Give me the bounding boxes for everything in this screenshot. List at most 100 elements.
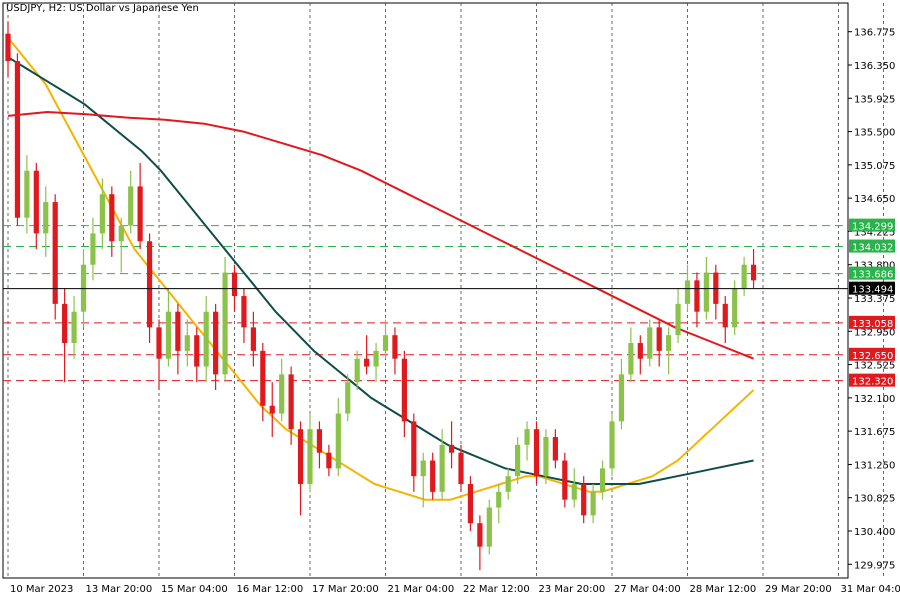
candle-body xyxy=(505,476,511,492)
y-tick-label: 134.225 xyxy=(854,227,895,238)
candle-body xyxy=(231,272,238,297)
level-tag xyxy=(849,266,895,280)
x-tick-label: 10 Mar 2023 xyxy=(10,584,73,595)
candle-body xyxy=(260,350,266,406)
candle-body xyxy=(213,311,219,375)
candle-body xyxy=(448,444,455,453)
candle-body xyxy=(750,264,757,281)
y-tick-label: 133.375 xyxy=(854,294,895,305)
candle-body xyxy=(354,358,360,383)
level-label: 134.299 xyxy=(852,222,893,233)
candle-body xyxy=(684,280,691,304)
candle-body xyxy=(184,335,190,351)
candle-body xyxy=(269,405,275,414)
candle-body xyxy=(165,311,172,359)
candle-body xyxy=(533,429,540,477)
candle-body xyxy=(14,61,21,218)
x-tick-label: 27 Mar 04:00 xyxy=(614,584,681,595)
level-label: 134.032 xyxy=(852,243,893,254)
x-tick-label: 31 Mar 04:00 xyxy=(841,584,900,595)
candle-body xyxy=(590,491,596,516)
candle-body xyxy=(194,335,200,367)
candle-body xyxy=(552,437,558,461)
candle-body xyxy=(279,374,285,414)
y-tick-label: 130.400 xyxy=(854,527,895,538)
candle-body xyxy=(411,421,417,477)
candle-body xyxy=(581,484,587,516)
candle-body xyxy=(203,311,209,367)
candle-body xyxy=(732,288,738,328)
level-label: 133.058 xyxy=(852,319,893,330)
level-label: 133.686 xyxy=(852,270,893,281)
candle-body xyxy=(722,303,728,328)
y-tick-label: 129.975 xyxy=(854,560,895,571)
candle-body xyxy=(637,343,643,359)
candle-body xyxy=(146,241,153,328)
candle-body xyxy=(109,194,115,242)
candle-body xyxy=(647,327,653,359)
level-tag xyxy=(849,373,895,387)
plot-frame xyxy=(2,2,849,579)
candle-body xyxy=(543,437,549,477)
candle-body xyxy=(599,468,606,492)
y-tick-label: 131.250 xyxy=(854,460,895,471)
level-label: 132.320 xyxy=(852,377,893,388)
candle-body xyxy=(288,374,294,430)
level-tag xyxy=(849,347,895,361)
candle-body xyxy=(241,296,247,328)
candle-body xyxy=(335,413,341,469)
candle-body xyxy=(562,460,568,500)
y-tick-label: 135.500 xyxy=(854,128,895,139)
candle-body xyxy=(430,460,436,492)
candle-body xyxy=(401,358,407,422)
candle-body xyxy=(628,343,634,375)
candle-body xyxy=(666,335,672,351)
candle-body xyxy=(345,382,351,414)
y-tick-label: 135.925 xyxy=(854,94,895,105)
candle-body xyxy=(250,327,256,351)
x-tick-label: 28 Mar 12:00 xyxy=(690,584,757,595)
candle-body xyxy=(90,233,96,265)
y-tick-label: 136.775 xyxy=(854,28,895,39)
candle-body xyxy=(675,303,681,336)
candle-body xyxy=(175,311,181,351)
level-tag xyxy=(849,315,895,329)
candle-body xyxy=(524,429,530,445)
x-tick-label: 22 Mar 12:00 xyxy=(463,584,530,595)
candle-body xyxy=(741,264,747,289)
x-tick-label: 21 Mar 04:00 xyxy=(388,584,455,595)
candle-body xyxy=(156,327,162,359)
candle-body xyxy=(694,280,700,312)
x-tick-label: 29 Mar 20:00 xyxy=(765,584,832,595)
candle-body xyxy=(703,272,709,312)
x-tick-label: 15 Mar 04:00 xyxy=(161,584,228,595)
y-tick-label: 136.350 xyxy=(854,61,895,72)
candle-body xyxy=(477,523,483,547)
candle-body xyxy=(609,421,615,469)
candle-body xyxy=(326,452,332,469)
candle-body xyxy=(297,429,304,485)
y-tick-label: 132.100 xyxy=(854,394,895,405)
candle-body xyxy=(307,429,313,485)
ma-line xyxy=(7,56,754,485)
level-tag xyxy=(849,218,895,232)
candle-body xyxy=(392,335,398,359)
x-tick-label: 23 Mar 20:00 xyxy=(539,584,606,595)
candle-body xyxy=(316,429,323,453)
candle-body xyxy=(52,202,58,304)
ma-line xyxy=(7,36,755,501)
x-tick-label: 16 Mar 12:00 xyxy=(237,584,304,595)
current-price-tag xyxy=(849,281,895,295)
candle-body xyxy=(137,186,143,242)
y-tick-label: 130.825 xyxy=(854,494,895,505)
candle-body xyxy=(496,491,502,508)
candle-body xyxy=(458,452,464,485)
candle-body xyxy=(382,335,389,351)
candle-body xyxy=(618,374,625,422)
candle-body xyxy=(5,33,11,62)
y-tick-label: 134.650 xyxy=(854,194,895,205)
chart-title: USDJPY, H2: US Dollar vs Japanese Yen xyxy=(6,3,199,14)
candle-body xyxy=(24,170,30,218)
candle-body xyxy=(33,170,39,234)
